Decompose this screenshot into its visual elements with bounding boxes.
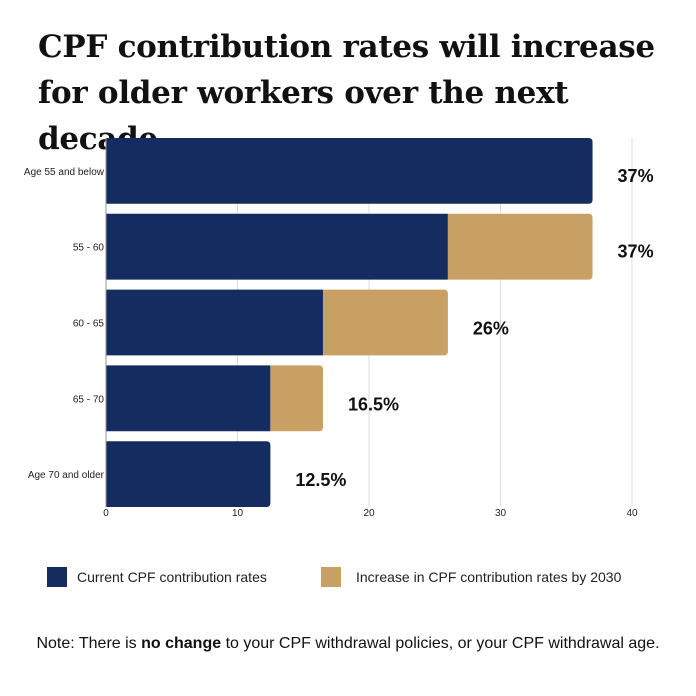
category-label: Age 55 and below <box>24 167 105 178</box>
note-emphasis: no change <box>141 635 222 652</box>
x-tick-label: 20 <box>363 508 375 519</box>
bar-current <box>106 138 593 204</box>
legend-swatch-increase <box>321 567 341 587</box>
x-tick-label: 40 <box>626 508 638 519</box>
data-label: 16.5% <box>348 394 399 414</box>
x-tick-label: 30 <box>495 508 507 519</box>
bar-current <box>106 289 323 356</box>
x-tick-label: 0 <box>103 508 109 519</box>
category-label: 55 - 60 <box>73 243 105 254</box>
legend-label-increase: Increase in CPF contribution rates by 20… <box>356 569 622 585</box>
bar-increase <box>322 289 448 356</box>
legend-label-current: Current CPF contribution rates <box>77 569 267 585</box>
data-label: 37% <box>618 242 654 262</box>
chart-title: CPF contribution rates will increase for… <box>38 29 655 157</box>
data-label: 37% <box>618 166 654 186</box>
bar-current <box>106 213 448 280</box>
legend-swatch-current <box>47 567 67 587</box>
bar-current <box>106 365 271 432</box>
category-label: 60 - 65 <box>73 319 105 330</box>
legend-item-increase: Increase in CPF contribution rates by 20… <box>321 567 621 587</box>
data-label: 12.5% <box>295 470 346 490</box>
bar-current <box>106 441 271 507</box>
legend-item-current: Current CPF contribution rates <box>47 567 267 587</box>
data-label: 26% <box>473 319 509 339</box>
category-label: 65 - 70 <box>73 394 105 405</box>
footnote: Note: There is no change to your CPF wit… <box>0 635 696 653</box>
note-suffix: to your CPF withdrawal policies, or your… <box>221 635 660 652</box>
bar-increase <box>270 365 323 432</box>
note-prefix: Note: There is <box>36 635 142 652</box>
x-tick-label: 10 <box>232 508 244 519</box>
bar-increase <box>447 213 593 280</box>
category-label: Age 70 and older <box>28 470 105 481</box>
